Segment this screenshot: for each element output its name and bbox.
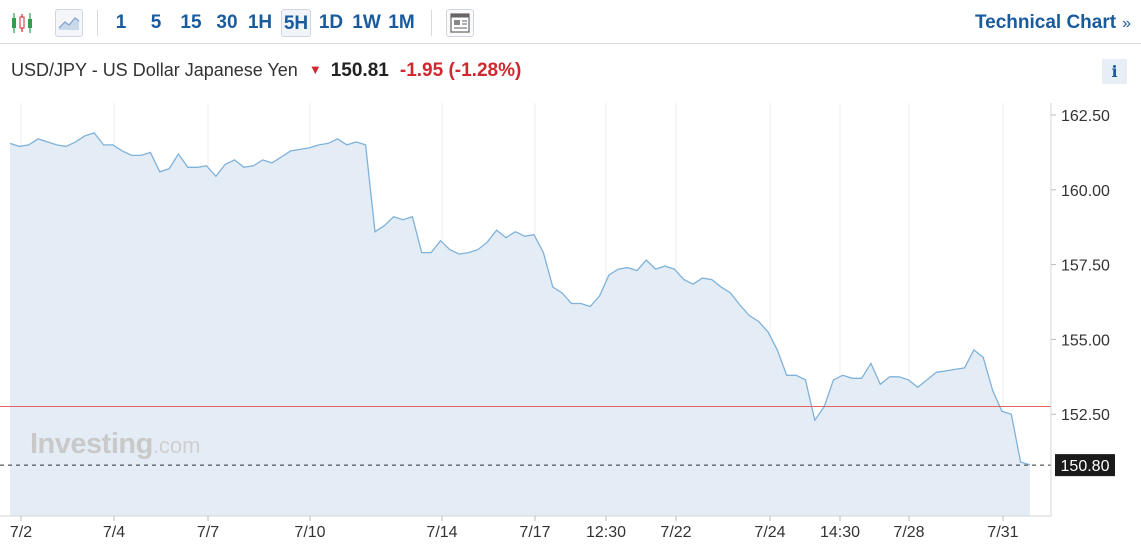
interval-button-5[interactable]: 5 [150, 12, 162, 33]
info-button[interactable]: i [1102, 59, 1127, 84]
interval-button-5h[interactable]: 5H [281, 9, 311, 37]
y-tick-label: 157.50 [1061, 258, 1110, 275]
last-value-tag: 150.80 [1055, 454, 1115, 477]
last-value-label: 150.80 [1061, 458, 1110, 475]
interval-button-1[interactable]: 1 [115, 12, 127, 33]
quote-header: USD/JPY - US Dollar Japanese Yen ▼ 150.8… [11, 60, 521, 84]
last-value-tag-background [1055, 454, 1115, 477]
y-tick-label: 162.50 [1061, 108, 1110, 125]
investing-watermark: Investing.com [30, 428, 201, 461]
watermark-suffix: .com [152, 433, 201, 458]
interval-button-1h[interactable]: 1H [247, 12, 273, 33]
x-tick-label: 7/4 [103, 524, 125, 541]
price-change: -1.95 (-1.28%) [399, 60, 522, 81]
pair-title: USD/JPY - US Dollar Japanese Yen [11, 60, 298, 80]
interval-button-1d[interactable]: 1D [318, 12, 344, 33]
watermark-brand: Investing [30, 428, 153, 460]
technical-chart-label: Technical Chart [974, 12, 1117, 33]
technical-chart-link[interactable]: Technical Chart » [975, 12, 1131, 34]
x-tick-label: 12:30 [586, 524, 626, 541]
x-tick-label: 7/22 [660, 524, 691, 541]
price-line [9, 132, 1031, 466]
interval-button-30[interactable]: 30 [216, 12, 238, 33]
interval-button-1w[interactable]: 1W [352, 12, 381, 33]
double-chevron-right-icon: » [1122, 15, 1131, 32]
y-tick-label: 160.00 [1061, 183, 1110, 200]
last-price: 150.81 [330, 60, 389, 81]
toolbar-divider [431, 10, 432, 36]
x-tick-label: 7/24 [754, 524, 785, 541]
x-tick-label: 7/31 [987, 524, 1018, 541]
x-tick-label: 7/10 [294, 524, 325, 541]
x-tick-label: 7/14 [426, 524, 457, 541]
down-arrow-icon: ▼ [308, 62, 322, 77]
x-tick-label: 7/28 [893, 524, 924, 541]
news-icon[interactable] [446, 9, 474, 37]
chart-toolbar: 1 5 15 30 1H 5H 1D 1W 1M Technical Chart» [0, 0, 1141, 44]
toolbar-divider [97, 10, 98, 36]
x-axis-ticks: 7/2 7/4 7/7 7/10 7/14 7/17 12:30 7/22 7/24 14:30 7… [10, 516, 1019, 541]
interval-button-1m[interactable]: 1M [388, 12, 415, 33]
y-axis-ticks: 162.50 160.00 157.50 155.00 152.50 [1051, 108, 1110, 424]
interval-button-15[interactable]: 15 [180, 12, 202, 33]
price-area-fill [10, 132, 1030, 516]
candlestick-chart-icon[interactable] [8, 9, 36, 37]
area-chart-icon[interactable] [55, 9, 83, 37]
y-tick-label: 155.00 [1061, 332, 1110, 349]
x-tick-label: 7/7 [197, 524, 219, 541]
x-tick-label: 7/17 [519, 524, 550, 541]
y-tick-label: 152.50 [1061, 407, 1110, 424]
x-tick-label: 14:30 [820, 524, 860, 541]
x-tick-label: 7/2 [10, 524, 32, 541]
